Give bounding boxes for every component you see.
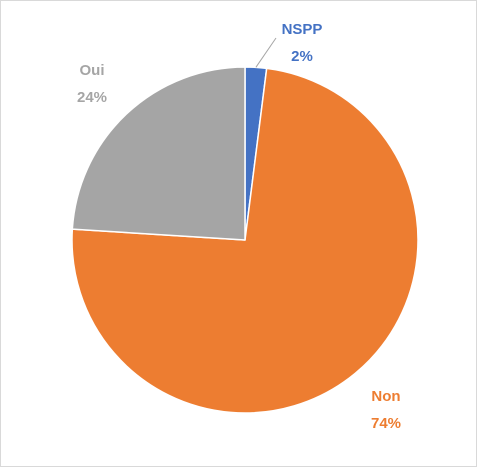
label-nspp-value: 2% bbox=[291, 48, 313, 65]
pie-slice-oui bbox=[71, 66, 246, 241]
label-non-name: Non bbox=[371, 388, 400, 405]
label-non-value: 74% bbox=[371, 415, 401, 432]
pie-slices bbox=[71, 66, 419, 414]
leader-line-nspp bbox=[255, 37, 277, 68]
label-oui-value: 24% bbox=[77, 89, 107, 106]
label-oui-name: Oui bbox=[80, 62, 105, 79]
label-nspp-name: NSPP bbox=[282, 21, 323, 38]
